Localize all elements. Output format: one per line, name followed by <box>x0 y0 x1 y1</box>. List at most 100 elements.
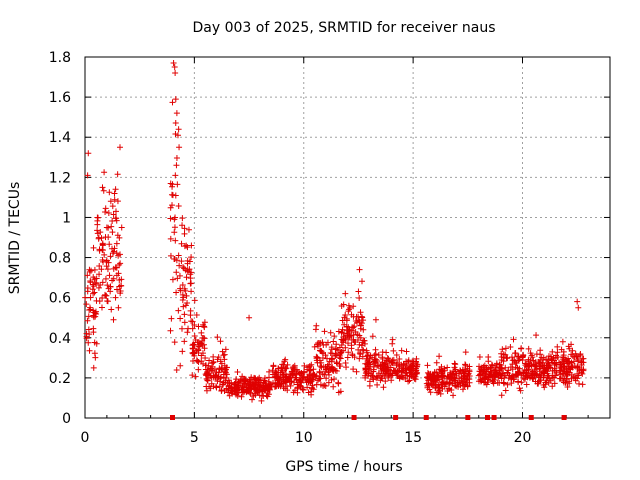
data-point <box>346 333 353 340</box>
data-point <box>188 242 195 249</box>
data-point <box>102 208 109 215</box>
data-point <box>400 361 407 368</box>
data-point <box>403 362 410 369</box>
data-point <box>451 360 458 367</box>
data-point <box>339 337 346 344</box>
data-point <box>224 380 231 387</box>
y-tick-label: 1.8 <box>49 50 71 66</box>
x-tick-label: 5 <box>190 430 199 446</box>
data-point <box>294 381 301 388</box>
data-point <box>210 353 217 360</box>
data-point <box>325 361 332 368</box>
data-point <box>206 357 213 364</box>
data-point <box>369 354 376 361</box>
data-point <box>110 316 117 323</box>
data-point <box>177 315 184 322</box>
data-point <box>179 215 186 222</box>
data-point <box>251 381 258 388</box>
data-point <box>487 371 494 378</box>
data-points <box>82 60 587 404</box>
data-point <box>167 215 174 222</box>
data-point <box>217 338 224 345</box>
data-point <box>344 354 351 361</box>
data-point <box>308 388 315 395</box>
data-point <box>177 362 184 369</box>
data-point <box>278 381 285 388</box>
data-point <box>242 376 249 383</box>
data-point <box>343 317 350 324</box>
x-tick-label: 15 <box>404 430 422 446</box>
data-point <box>439 374 446 381</box>
data-point <box>549 359 556 366</box>
x-tick-label: 10 <box>295 430 313 446</box>
data-point <box>359 314 366 321</box>
data-point <box>340 301 347 308</box>
data-point <box>279 369 286 376</box>
data-point <box>104 266 111 273</box>
data-point <box>167 204 174 211</box>
data-point <box>338 348 345 355</box>
data-point <box>301 368 308 375</box>
gap-marker <box>465 415 471 420</box>
data-point <box>97 282 104 289</box>
data-point <box>195 359 202 366</box>
data-point <box>112 186 119 193</box>
data-point <box>172 70 179 77</box>
data-point <box>485 354 492 361</box>
data-point <box>195 343 202 350</box>
data-point <box>238 393 245 400</box>
data-point <box>270 362 277 369</box>
data-point <box>233 376 240 383</box>
data-point <box>201 345 208 352</box>
data-point <box>113 240 120 247</box>
data-point <box>504 381 511 388</box>
data-point <box>350 331 357 338</box>
data-point <box>382 378 389 385</box>
data-point <box>344 340 351 347</box>
data-point <box>91 276 98 283</box>
data-point <box>475 372 482 379</box>
data-point <box>356 350 363 357</box>
data-point <box>203 383 210 390</box>
data-point <box>410 358 417 365</box>
data-point <box>109 203 116 210</box>
data-point <box>191 297 198 304</box>
data-point <box>485 378 492 385</box>
data-point <box>452 376 459 383</box>
data-point <box>551 380 558 387</box>
data-point <box>184 300 191 307</box>
data-point <box>96 246 103 253</box>
data-point <box>381 361 388 368</box>
data-point <box>490 380 497 387</box>
data-point <box>444 375 451 382</box>
data-point <box>181 243 188 250</box>
data-point <box>281 358 288 365</box>
data-point <box>195 323 202 330</box>
data-point <box>258 397 265 404</box>
data-point <box>502 364 509 371</box>
y-tick-label: 0 <box>62 411 71 427</box>
y-tick-label: 1.6 <box>49 90 71 106</box>
data-point <box>398 347 405 354</box>
data-point <box>169 202 176 209</box>
data-point <box>179 222 186 229</box>
data-point <box>438 363 445 370</box>
y-tick-label: 0.8 <box>49 251 71 267</box>
data-point <box>331 333 338 340</box>
data-point <box>363 368 370 375</box>
data-point <box>90 329 97 336</box>
data-point <box>105 234 112 241</box>
data-point <box>569 347 576 354</box>
data-point <box>579 381 586 388</box>
data-point <box>325 369 332 376</box>
data-point <box>383 357 390 364</box>
data-point <box>174 132 181 139</box>
data-point <box>382 370 389 377</box>
data-point <box>557 361 564 368</box>
data-point <box>333 359 340 366</box>
data-point <box>370 368 377 375</box>
data-point <box>411 375 418 382</box>
data-point <box>185 226 192 233</box>
data-point <box>499 346 506 353</box>
data-point <box>462 361 469 368</box>
